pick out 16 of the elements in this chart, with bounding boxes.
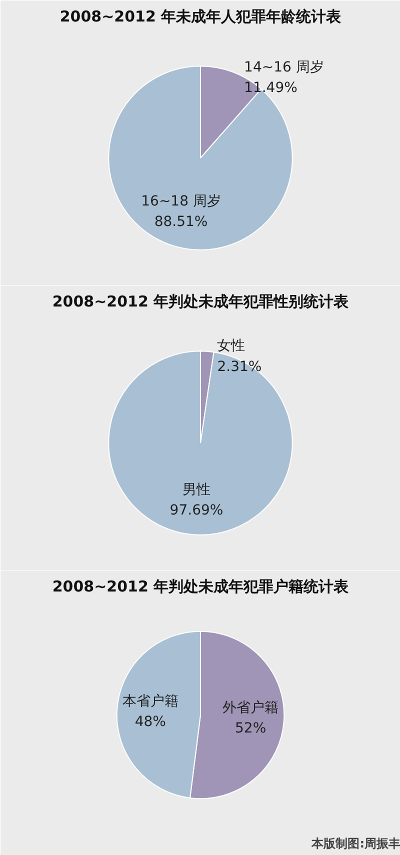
chart-title: 2008~2012 年判处未成年犯罪户籍统计表 [52, 578, 350, 596]
data-label: 48% [134, 714, 166, 730]
slice-label: 男性 [182, 482, 211, 498]
slice-label: 女性 [217, 338, 246, 354]
data-label: 2.31% [217, 358, 262, 375]
slice-label: 外省户籍 [222, 700, 279, 716]
slice-label: 16~18 周岁 [141, 193, 221, 210]
text: 本版制图:周振丰 [310, 836, 400, 850]
data-label: 11.49% [244, 80, 298, 96]
slice-label: 本省户籍 [122, 693, 178, 710]
chart-title: 2008~2012 年判处未成年犯罪性别统计表 [52, 292, 350, 310]
chart-title: 2008~2012 年未成年人犯罪年龄统计表 [60, 8, 342, 26]
data-label: 52% [235, 720, 266, 737]
data-label: 97.69% [170, 502, 224, 519]
slice-label: 14~16 周岁 [244, 59, 324, 76]
data-label: 88.51% [154, 214, 208, 230]
